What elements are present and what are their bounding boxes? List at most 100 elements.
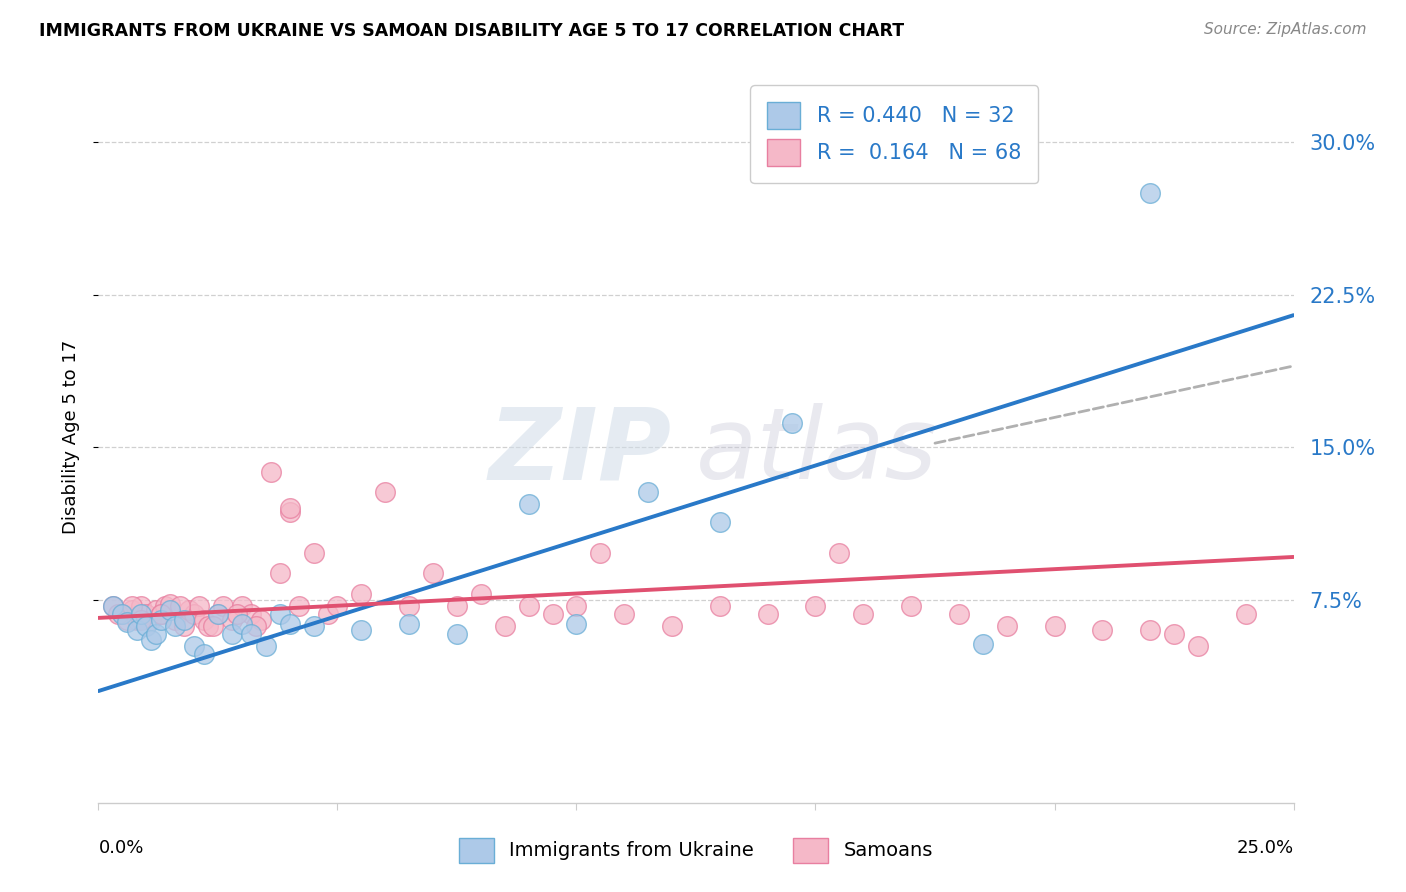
- Point: [269, 566, 291, 581]
- Point: [193, 613, 215, 627]
- Point: [115, 613, 138, 627]
- Point: [852, 607, 875, 621]
- Point: [1139, 623, 1161, 637]
- Point: [131, 613, 153, 627]
- Point: [125, 613, 148, 627]
- Point: [135, 607, 157, 621]
- Point: [231, 617, 253, 632]
- Point: [240, 627, 263, 641]
- Point: [637, 485, 659, 500]
- Point: [163, 619, 186, 633]
- Point: [565, 617, 588, 632]
- Point: [302, 546, 325, 560]
- Point: [135, 619, 157, 633]
- Point: [183, 640, 205, 654]
- Point: [613, 607, 636, 621]
- Point: [197, 619, 219, 633]
- Text: 0.0%: 0.0%: [98, 839, 143, 857]
- Point: [101, 599, 124, 613]
- Point: [780, 416, 803, 430]
- Text: 25.0%: 25.0%: [1236, 839, 1294, 857]
- Point: [517, 497, 540, 511]
- Point: [226, 607, 249, 621]
- Text: IMMIGRANTS FROM UKRAINE VS SAMOAN DISABILITY AGE 5 TO 17 CORRELATION CHART: IMMIGRANTS FROM UKRAINE VS SAMOAN DISABI…: [39, 22, 904, 40]
- Text: Source: ZipAtlas.com: Source: ZipAtlas.com: [1204, 22, 1367, 37]
- Point: [145, 603, 167, 617]
- Point: [709, 516, 731, 530]
- Point: [709, 599, 731, 613]
- Point: [446, 627, 468, 641]
- Point: [422, 566, 444, 581]
- Point: [163, 613, 186, 627]
- Point: [193, 648, 215, 662]
- Point: [254, 640, 277, 654]
- Point: [139, 613, 162, 627]
- Point: [221, 627, 243, 641]
- Point: [398, 599, 420, 613]
- Point: [446, 599, 468, 613]
- Point: [259, 465, 281, 479]
- Point: [121, 603, 143, 617]
- Point: [169, 599, 191, 613]
- Point: [756, 607, 779, 621]
- Point: [149, 607, 172, 621]
- Point: [278, 617, 301, 632]
- Point: [374, 485, 396, 500]
- Point: [470, 586, 492, 600]
- Point: [1091, 623, 1114, 637]
- Point: [240, 607, 263, 621]
- Point: [995, 619, 1018, 633]
- Point: [278, 505, 301, 519]
- Point: [121, 599, 143, 613]
- Point: [250, 613, 273, 627]
- Point: [1139, 186, 1161, 201]
- Y-axis label: Disability Age 5 to 17: Disability Age 5 to 17: [62, 340, 80, 534]
- Point: [541, 607, 564, 621]
- Point: [173, 619, 195, 633]
- Point: [211, 599, 233, 613]
- Point: [1163, 627, 1185, 641]
- Point: [269, 607, 291, 621]
- Point: [202, 619, 225, 633]
- Point: [159, 603, 181, 617]
- Point: [131, 607, 153, 621]
- Point: [159, 597, 181, 611]
- Point: [111, 607, 134, 621]
- Point: [1187, 640, 1209, 654]
- Point: [278, 501, 301, 516]
- Point: [316, 607, 339, 621]
- Point: [326, 599, 349, 613]
- Text: atlas: atlas: [696, 403, 938, 500]
- Point: [145, 627, 167, 641]
- Point: [111, 607, 134, 621]
- Point: [494, 619, 516, 633]
- Point: [187, 599, 209, 613]
- Point: [207, 607, 229, 621]
- Point: [350, 623, 373, 637]
- Text: ZIP: ZIP: [489, 403, 672, 500]
- Point: [661, 619, 683, 633]
- Point: [350, 586, 373, 600]
- Point: [149, 607, 172, 621]
- Point: [207, 607, 229, 621]
- Point: [183, 607, 205, 621]
- Point: [565, 599, 588, 613]
- Point: [972, 637, 994, 651]
- Point: [589, 546, 612, 560]
- Legend: Immigrants from Ukraine, Samoans: Immigrants from Ukraine, Samoans: [458, 838, 934, 863]
- Point: [804, 599, 827, 613]
- Point: [828, 546, 851, 560]
- Point: [131, 599, 153, 613]
- Point: [1234, 607, 1257, 621]
- Point: [231, 599, 253, 613]
- Point: [155, 599, 177, 613]
- Point: [149, 613, 172, 627]
- Point: [179, 603, 201, 617]
- Point: [398, 617, 420, 632]
- Point: [517, 599, 540, 613]
- Point: [115, 615, 138, 629]
- Point: [948, 607, 970, 621]
- Point: [221, 613, 243, 627]
- Point: [900, 599, 922, 613]
- Point: [139, 633, 162, 648]
